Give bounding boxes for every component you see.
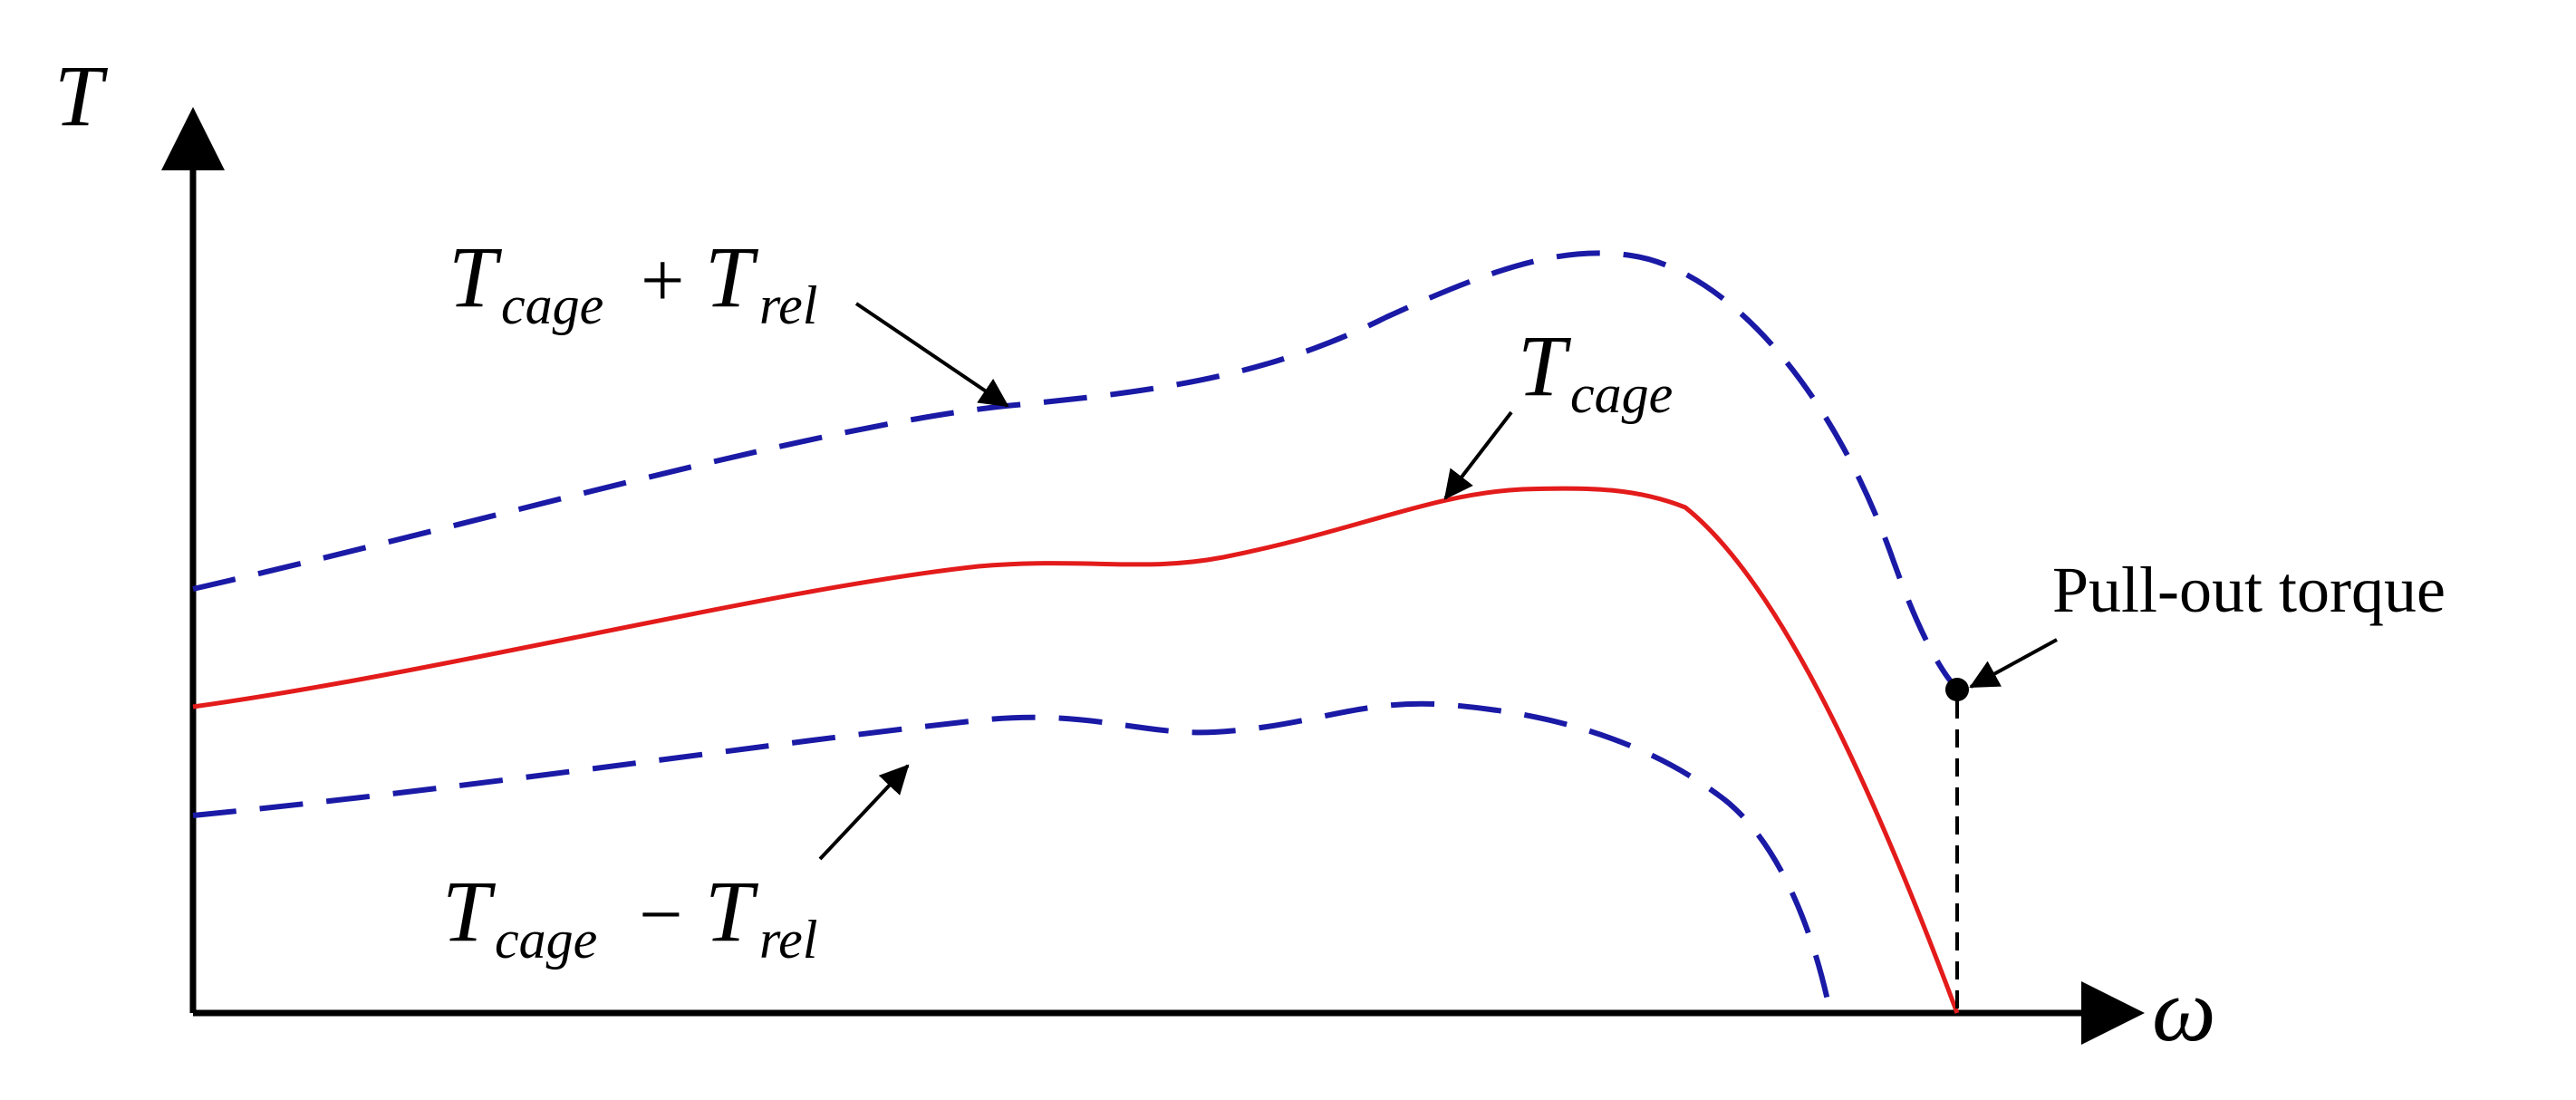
svg-text:T: T — [449, 228, 503, 325]
y-axis-label: T — [54, 47, 109, 144]
arrow-to-lower-curve — [818, 764, 910, 861]
svg-text:cage: cage — [501, 275, 603, 335]
pullout-point — [1945, 678, 1969, 701]
svg-text:rel: rel — [759, 910, 817, 970]
label-cage-minus-rel: T cage − T rel — [442, 863, 817, 970]
arrow-to-upper-curve — [854, 302, 1009, 408]
svg-text:T: T — [705, 863, 759, 960]
curve-cage-minus-rel — [192, 700, 1833, 1014]
x-axis-label: ω — [2152, 960, 2216, 1060]
axes — [161, 107, 2145, 1045]
svg-text:−: − — [639, 871, 683, 958]
svg-text:rel: rel — [759, 275, 817, 335]
arrow-to-pullout — [1969, 638, 2058, 689]
svg-text:T: T — [705, 228, 759, 325]
curve-cage-plus-rel — [192, 250, 1960, 691]
svg-text:cage: cage — [1570, 364, 1673, 424]
svg-text:+: + — [641, 236, 685, 323]
curve-cage — [192, 486, 1960, 1014]
label-cage: T cage — [1518, 317, 1673, 424]
pullout-torque-label: Pull-out torque — [2052, 554, 2446, 626]
svg-text:T: T — [1518, 317, 1572, 414]
svg-text:cage: cage — [495, 910, 597, 970]
arrow-to-middle-curve — [1443, 410, 1513, 500]
label-cage-plus-rel: T cage + T rel — [449, 228, 817, 335]
svg-text:T: T — [442, 863, 497, 960]
